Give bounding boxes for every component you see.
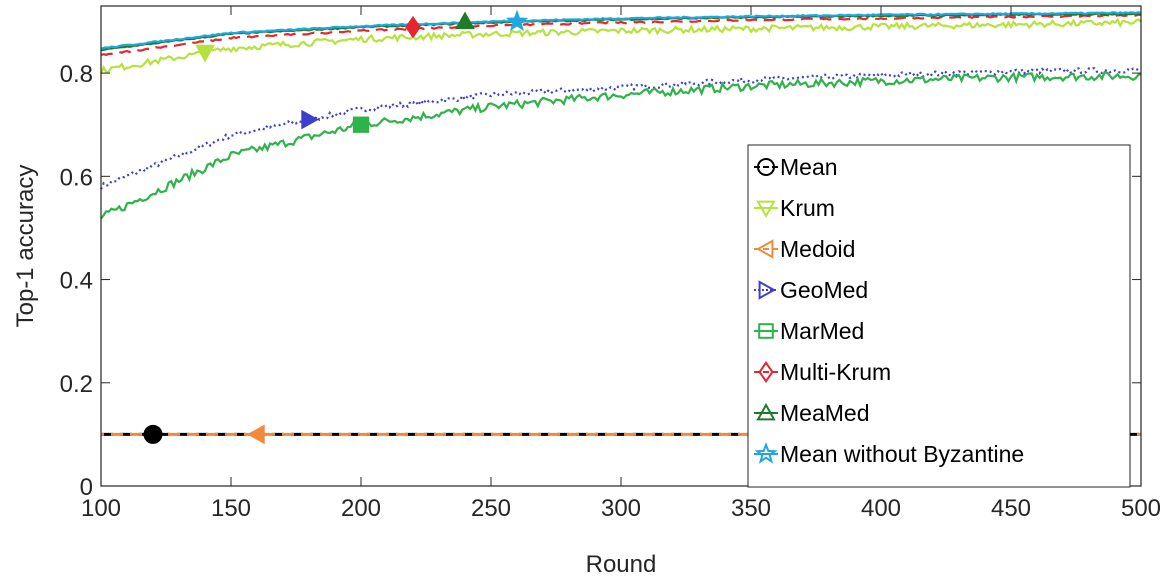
series-line-marmed: [100, 70, 1142, 220]
series-line-multi-krum: [100, 13, 1142, 56]
x-axis-title: Round: [586, 551, 657, 578]
legend-marker: [756, 402, 776, 421]
series-marker-mean-without-byzantine: [505, 9, 529, 32]
legend-marker: [757, 158, 775, 176]
legend-items: Mean Krum Medoid GeoMed MarMed Multi-Krum MeaM…: [754, 154, 1024, 467]
x-tick-label: 450: [991, 495, 1031, 522]
legend-item-medoid: Medoid: [754, 236, 855, 262]
y-tick-label: 0.6: [60, 164, 93, 191]
legend-item-krum: Krum: [754, 195, 835, 221]
x-tick-label: 400: [861, 495, 901, 522]
series-marker-geomed: [301, 109, 320, 130]
legend-label: Mean without Byzantine: [780, 441, 1024, 467]
y-tick-label: 0.2: [60, 371, 93, 398]
legend-item-geomed: GeoMed: [754, 277, 868, 303]
x-tick-label: 250: [471, 495, 511, 522]
legend-label: MeaMed: [780, 400, 869, 426]
legend: Mean Krum Medoid GeoMed MarMed Multi-Krum MeaM…: [747, 144, 1131, 488]
legend-label: GeoMed: [780, 277, 868, 303]
legend-marker: [758, 280, 777, 300]
legend-box: [747, 144, 1131, 488]
x-tick-label: 500: [1121, 495, 1161, 522]
x-tick-label: 300: [601, 495, 641, 522]
x-tick-label: 100: [81, 495, 121, 522]
tick-layer: 100 150 200 250 300 350 400 450 500 0 0.2 0.4 0.6 0.8: [60, 6, 1161, 522]
legend-marker: [756, 200, 776, 219]
series-marker-mean: [143, 424, 163, 444]
x-tick-label: 150: [211, 495, 251, 522]
series-line-krum: [99, 18, 1142, 74]
legend-item-mean: Mean: [754, 154, 838, 180]
legend-item-meamed: MeaMed: [754, 400, 869, 426]
x-tick-label: 350: [731, 495, 771, 522]
series-marker-multi-krum: [405, 15, 421, 39]
series-marker-marmed: [352, 116, 370, 133]
y-tick-label: 0: [80, 474, 93, 501]
marker-layer: [143, 9, 529, 445]
y-axis-title: Top-1 accuracy: [12, 165, 39, 328]
legend-marker: [755, 239, 774, 259]
legend-label: Krum: [780, 195, 835, 221]
legend-marker: [758, 361, 774, 383]
legend-label: Multi-Krum: [780, 359, 891, 385]
series-marker-meamed: [455, 11, 475, 30]
series-marker-krum: [195, 44, 215, 63]
legend-label: Medoid: [780, 236, 855, 262]
series-marker-medoid: [246, 424, 265, 445]
legend-marker: [754, 441, 778, 464]
legend-item-marmed: MarMed: [754, 318, 864, 344]
legend-item-multi-krum: Multi-Krum: [754, 359, 891, 385]
legend-item-mean-without-byzantine: Mean without Byzantine: [754, 441, 1024, 467]
y-tick-label: 0.8: [60, 61, 93, 88]
x-tick-label: 200: [341, 495, 381, 522]
legend-label: Mean: [780, 154, 838, 180]
y-tick-label: 0.4: [60, 268, 93, 295]
legend-marker: [758, 323, 774, 339]
series-line-mean-without-byzantine: [100, 11, 1142, 50]
legend-label: MarMed: [780, 318, 864, 344]
